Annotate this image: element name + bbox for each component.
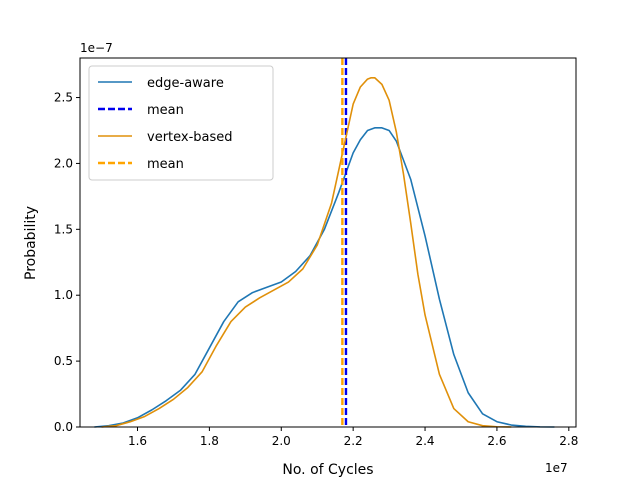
plot-layer [94,58,555,428]
x-tick-label: 1.6 [128,434,147,448]
x-offset-label: 1e7 [545,461,568,475]
legend-label: mean [147,157,184,172]
x-tick-label: 2.4 [415,434,434,448]
y-tick-label: 0.5 [54,354,73,368]
x-tick-label: 1.8 [200,434,219,448]
x-tick-label: 2.2 [344,434,363,448]
series-line-vertex-based [101,76,512,428]
legend-box [88,65,274,181]
legend: edge-aware mean vertex-based mean [88,65,274,181]
x-tick-label: 2.6 [487,434,506,448]
y-axis-title: Probability [23,206,39,280]
y-axis: 0.0 0.5 1.0 1.5 2.0 2.5 [54,91,80,434]
y-tick-label: 2.5 [54,91,73,105]
plot-frame [79,57,577,428]
x-axis-title: No. of Cycles [282,462,373,478]
legend-label: edge-aware [147,76,224,91]
y-tick-label: 2.0 [54,156,73,170]
y-tick-label: 1.5 [54,222,73,236]
legend-label: mean [147,103,184,118]
legend-label: vertex-based [147,130,233,145]
x-tick-label: 2.0 [272,434,291,448]
y-offset-label: 1e−7 [80,41,113,55]
x-tick-label: 2.8 [559,434,578,448]
y-tick-label: 1.0 [54,288,73,302]
x-axis: 1.6 1.8 2.0 2.2 2.4 2.6 2.8 [128,427,578,448]
y-tick-label: 0.0 [54,420,73,434]
